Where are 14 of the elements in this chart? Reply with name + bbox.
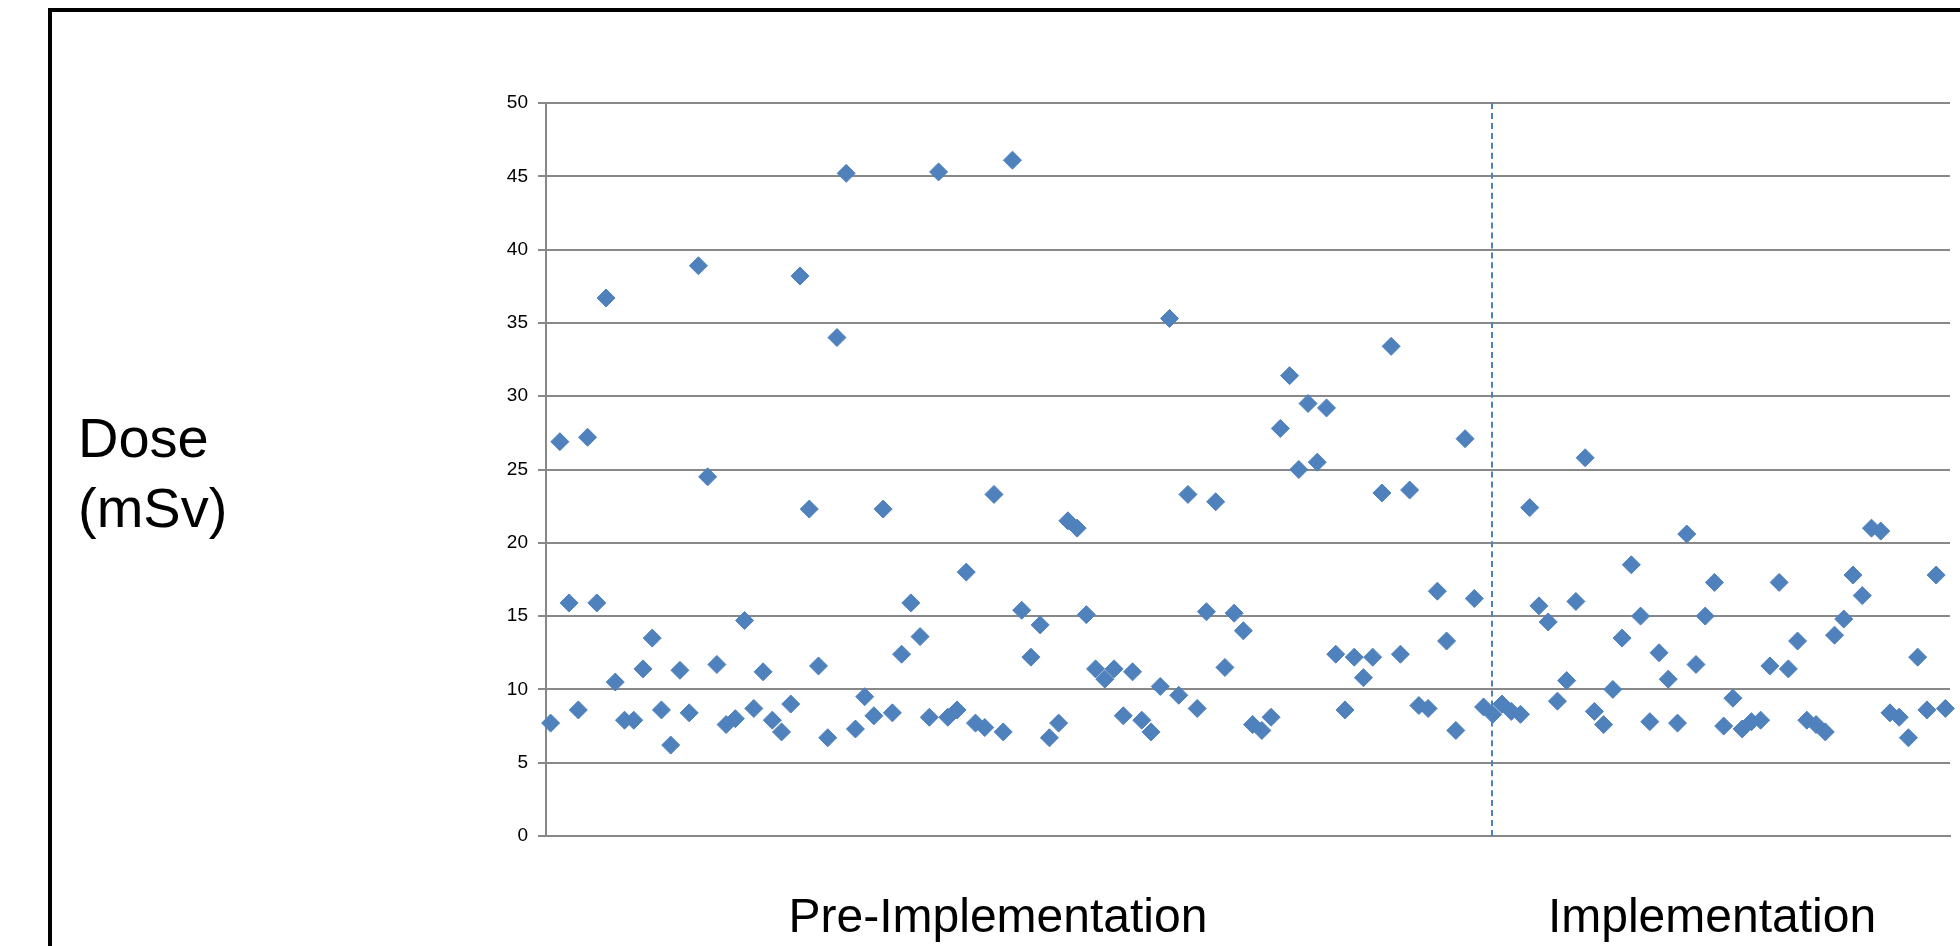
- y-tick-label: 5: [517, 750, 528, 772]
- y-tick-label: 10: [506, 677, 528, 699]
- y-tick-label: 15: [506, 604, 528, 626]
- y-tick-label: 20: [506, 531, 528, 553]
- text: Pre-Implementation: [787, 888, 1209, 943]
- y-tick-label: 45: [506, 164, 528, 186]
- text: Implementation: [1546, 888, 1878, 943]
- y-tick-label: 0: [517, 824, 528, 846]
- y-tick-label: 40: [506, 237, 528, 259]
- y-tick-label: 50: [506, 91, 528, 113]
- y-tick-label: 30: [506, 384, 528, 406]
- y-axis-title: Dose (mSv): [78, 405, 229, 541]
- y-tick-label: 35: [506, 311, 528, 333]
- y-tick-label: 25: [506, 457, 528, 479]
